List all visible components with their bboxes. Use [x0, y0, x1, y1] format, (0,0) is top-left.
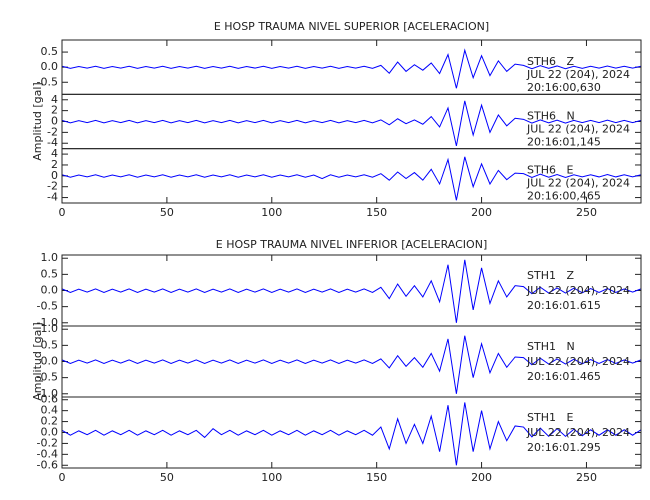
x-tick-label: 200: [471, 471, 492, 484]
y-tick-label: 0.0: [41, 355, 59, 368]
y-tick-label: 2: [51, 104, 58, 117]
trace-time: 20:16:01.295: [527, 441, 601, 454]
y-axis-label: Amplitud [gal]: [31, 82, 44, 160]
x-tick-label: 150: [366, 206, 387, 219]
x-tick-label: 50: [160, 471, 174, 484]
y-tick-label: -0.5: [37, 371, 58, 384]
y-tick-label: 1.0: [41, 322, 59, 335]
y-tick-label: 0.2: [41, 415, 59, 428]
trace-time: 20:16:01,145: [527, 135, 601, 148]
waveform: [61, 335, 642, 394]
y-tick-label: -0.5: [37, 300, 58, 313]
trace-label: STH6 E: [527, 164, 573, 177]
trace-label: STH1 N: [527, 340, 575, 353]
trace-date: JUL 22 (204), 2024: [526, 68, 630, 81]
y-tick-label: 1.0: [41, 251, 59, 264]
trace-label: STH6 Z: [527, 55, 574, 68]
y-tick-label: -0.5: [37, 75, 58, 88]
trace-label: STH6 N: [527, 109, 575, 122]
trace-date: JUL 22 (204), 2024: [526, 177, 630, 190]
y-tick-label: -2: [47, 125, 58, 138]
y-tick-label: 4: [51, 93, 58, 106]
y-tick-label: 0.5: [41, 338, 59, 351]
y-tick-label: 0.5: [41, 267, 59, 280]
waveform: [61, 100, 642, 147]
y-tick-label: 0.5: [41, 45, 59, 58]
x-tick-label: 100: [261, 471, 282, 484]
y-tick-label: 0: [51, 169, 58, 182]
y-tick-label: 0.0: [41, 284, 59, 297]
panel-frame: [61, 148, 642, 204]
trace-time: 20:16:01.615: [527, 299, 601, 312]
y-tick-label: 0.6: [41, 393, 59, 406]
trace-time: 20:16:00,465: [527, 190, 601, 203]
x-tick-label: 150: [366, 471, 387, 484]
x-tick-label: 200: [471, 206, 492, 219]
panel-frame: [61, 396, 642, 469]
y-tick-label: -4: [47, 136, 58, 149]
y-tick-label: -1.0: [37, 387, 58, 400]
chart-title: E HOSP TRAUMA NIVEL SUPERIOR [ACELERACIO…: [214, 20, 489, 33]
x-tick-label: 250: [576, 471, 597, 484]
waveform: [61, 156, 642, 201]
y-tick-label: -1.0: [37, 316, 58, 329]
x-tick-label: 0: [59, 471, 66, 484]
chart-title: E HOSP TRAUMA NIVEL INFERIOR [ACELERACIO…: [216, 238, 487, 251]
x-tick-label: 100: [261, 206, 282, 219]
trace-time: 20:16:01.465: [527, 370, 601, 383]
y-tick-label: 2: [51, 158, 58, 171]
trace-date: JUL 22 (204), 2024: [526, 426, 630, 439]
x-tick-label: 0: [59, 206, 66, 219]
y-tick-label: -0.6: [37, 458, 58, 471]
trace-label: STH1 Z: [527, 269, 574, 282]
y-tick-label: 4: [51, 147, 58, 160]
waveform: [61, 402, 642, 466]
y-tick-label: 0: [51, 115, 58, 128]
trace-label: STH1 E: [527, 411, 573, 424]
x-tick-label: 250: [576, 206, 597, 219]
trace-date: JUL 22 (204), 2024: [526, 122, 630, 135]
y-tick-label: 0.0: [41, 426, 59, 439]
y-tick-label: 0.4: [41, 404, 59, 417]
y-tick-label: -0.2: [37, 436, 58, 449]
waveform: [61, 259, 642, 323]
waveform: [61, 48, 642, 89]
trace-date: JUL 22 (204), 2024: [526, 355, 630, 368]
y-tick-label: -2: [47, 180, 58, 193]
y-tick-label: -0.4: [37, 447, 58, 460]
trace-time: 20:16:00,630: [527, 81, 601, 94]
y-tick-label: 0.0: [41, 60, 59, 73]
y-tick-label: -4: [47, 191, 58, 204]
x-tick-label: 50: [160, 206, 174, 219]
trace-date: JUL 22 (204), 2024: [526, 284, 630, 297]
y-axis-label: Amplitud [gal]: [31, 322, 44, 400]
